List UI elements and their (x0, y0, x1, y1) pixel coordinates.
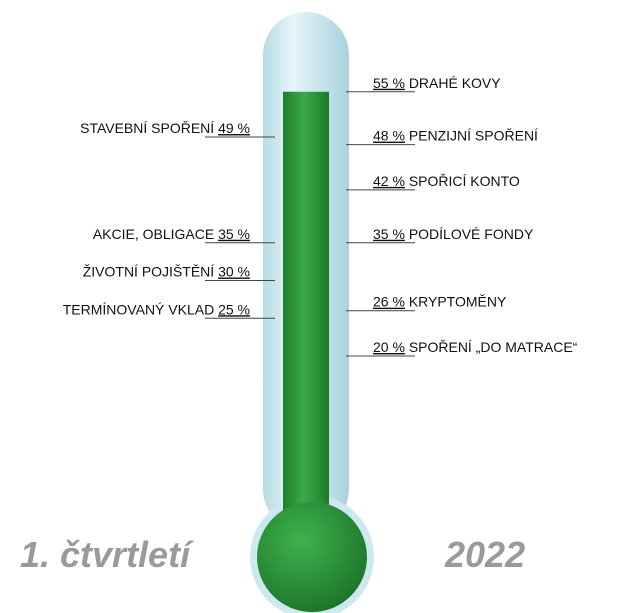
bulb (257, 502, 367, 612)
mercury (283, 92, 329, 530)
category-label: KRYPTOMĚNY (409, 294, 507, 310)
data-label: AKCIE, OBLIGACE 35 % (93, 226, 250, 242)
data-label: 26 % KRYPTOMĚNY (373, 294, 507, 310)
value-label: 42 % (373, 173, 405, 189)
value-label: 35 % (218, 226, 250, 242)
value-label: 26 % (373, 294, 405, 310)
value-label: 20 % (373, 339, 405, 355)
value-label: 25 % (218, 301, 250, 317)
category-label: STAVEBNÍ SPOŘENÍ (80, 120, 214, 136)
category-label: PODÍLOVÉ FONDY (409, 226, 534, 242)
category-label: ŽIVOTNÍ POJIŠTĚNÍ (83, 264, 215, 280)
value-label: 48 % (373, 128, 405, 144)
value-label: 35 % (373, 226, 405, 242)
data-label: TERMÍNOVANÝ VKLAD 25 % (63, 301, 250, 317)
data-label: 20 % SPOŘENÍ „DO MATRACE“ (373, 339, 578, 355)
data-label: 42 % SPOŘICÍ KONTO (373, 173, 520, 189)
data-label: 35 % PODÍLOVÉ FONDY (373, 226, 534, 242)
value-label: 30 % (218, 264, 250, 280)
value-label: 55 % (373, 75, 405, 91)
data-label: STAVEBNÍ SPOŘENÍ 49 % (80, 120, 250, 136)
data-label: 48 % PENZIJNÍ SPOŘENÍ (373, 128, 538, 144)
category-label: AKCIE, OBLIGACE (93, 226, 214, 242)
thermometer-chart: 1. čtvrtletí 2022 STAVEBNÍ SPOŘENÍ 49 % A… (0, 0, 638, 613)
period: 1. čtvrtletí (20, 534, 194, 575)
category-label: DRAHÉ KOVY (409, 75, 501, 91)
category-label: TERMÍNOVANÝ VKLAD (63, 301, 214, 317)
category-label: PENZIJNÍ SPOŘENÍ (409, 128, 538, 144)
year: 2022 (444, 534, 525, 575)
data-label: ŽIVOTNÍ POJIŠTĚNÍ 30 % (83, 264, 250, 280)
category-label: SPOŘENÍ „DO MATRACE“ (409, 339, 578, 355)
category-label: SPOŘICÍ KONTO (409, 173, 520, 189)
value-label: 49 % (218, 120, 250, 136)
data-label: 55 % DRAHÉ KOVY (373, 75, 501, 91)
